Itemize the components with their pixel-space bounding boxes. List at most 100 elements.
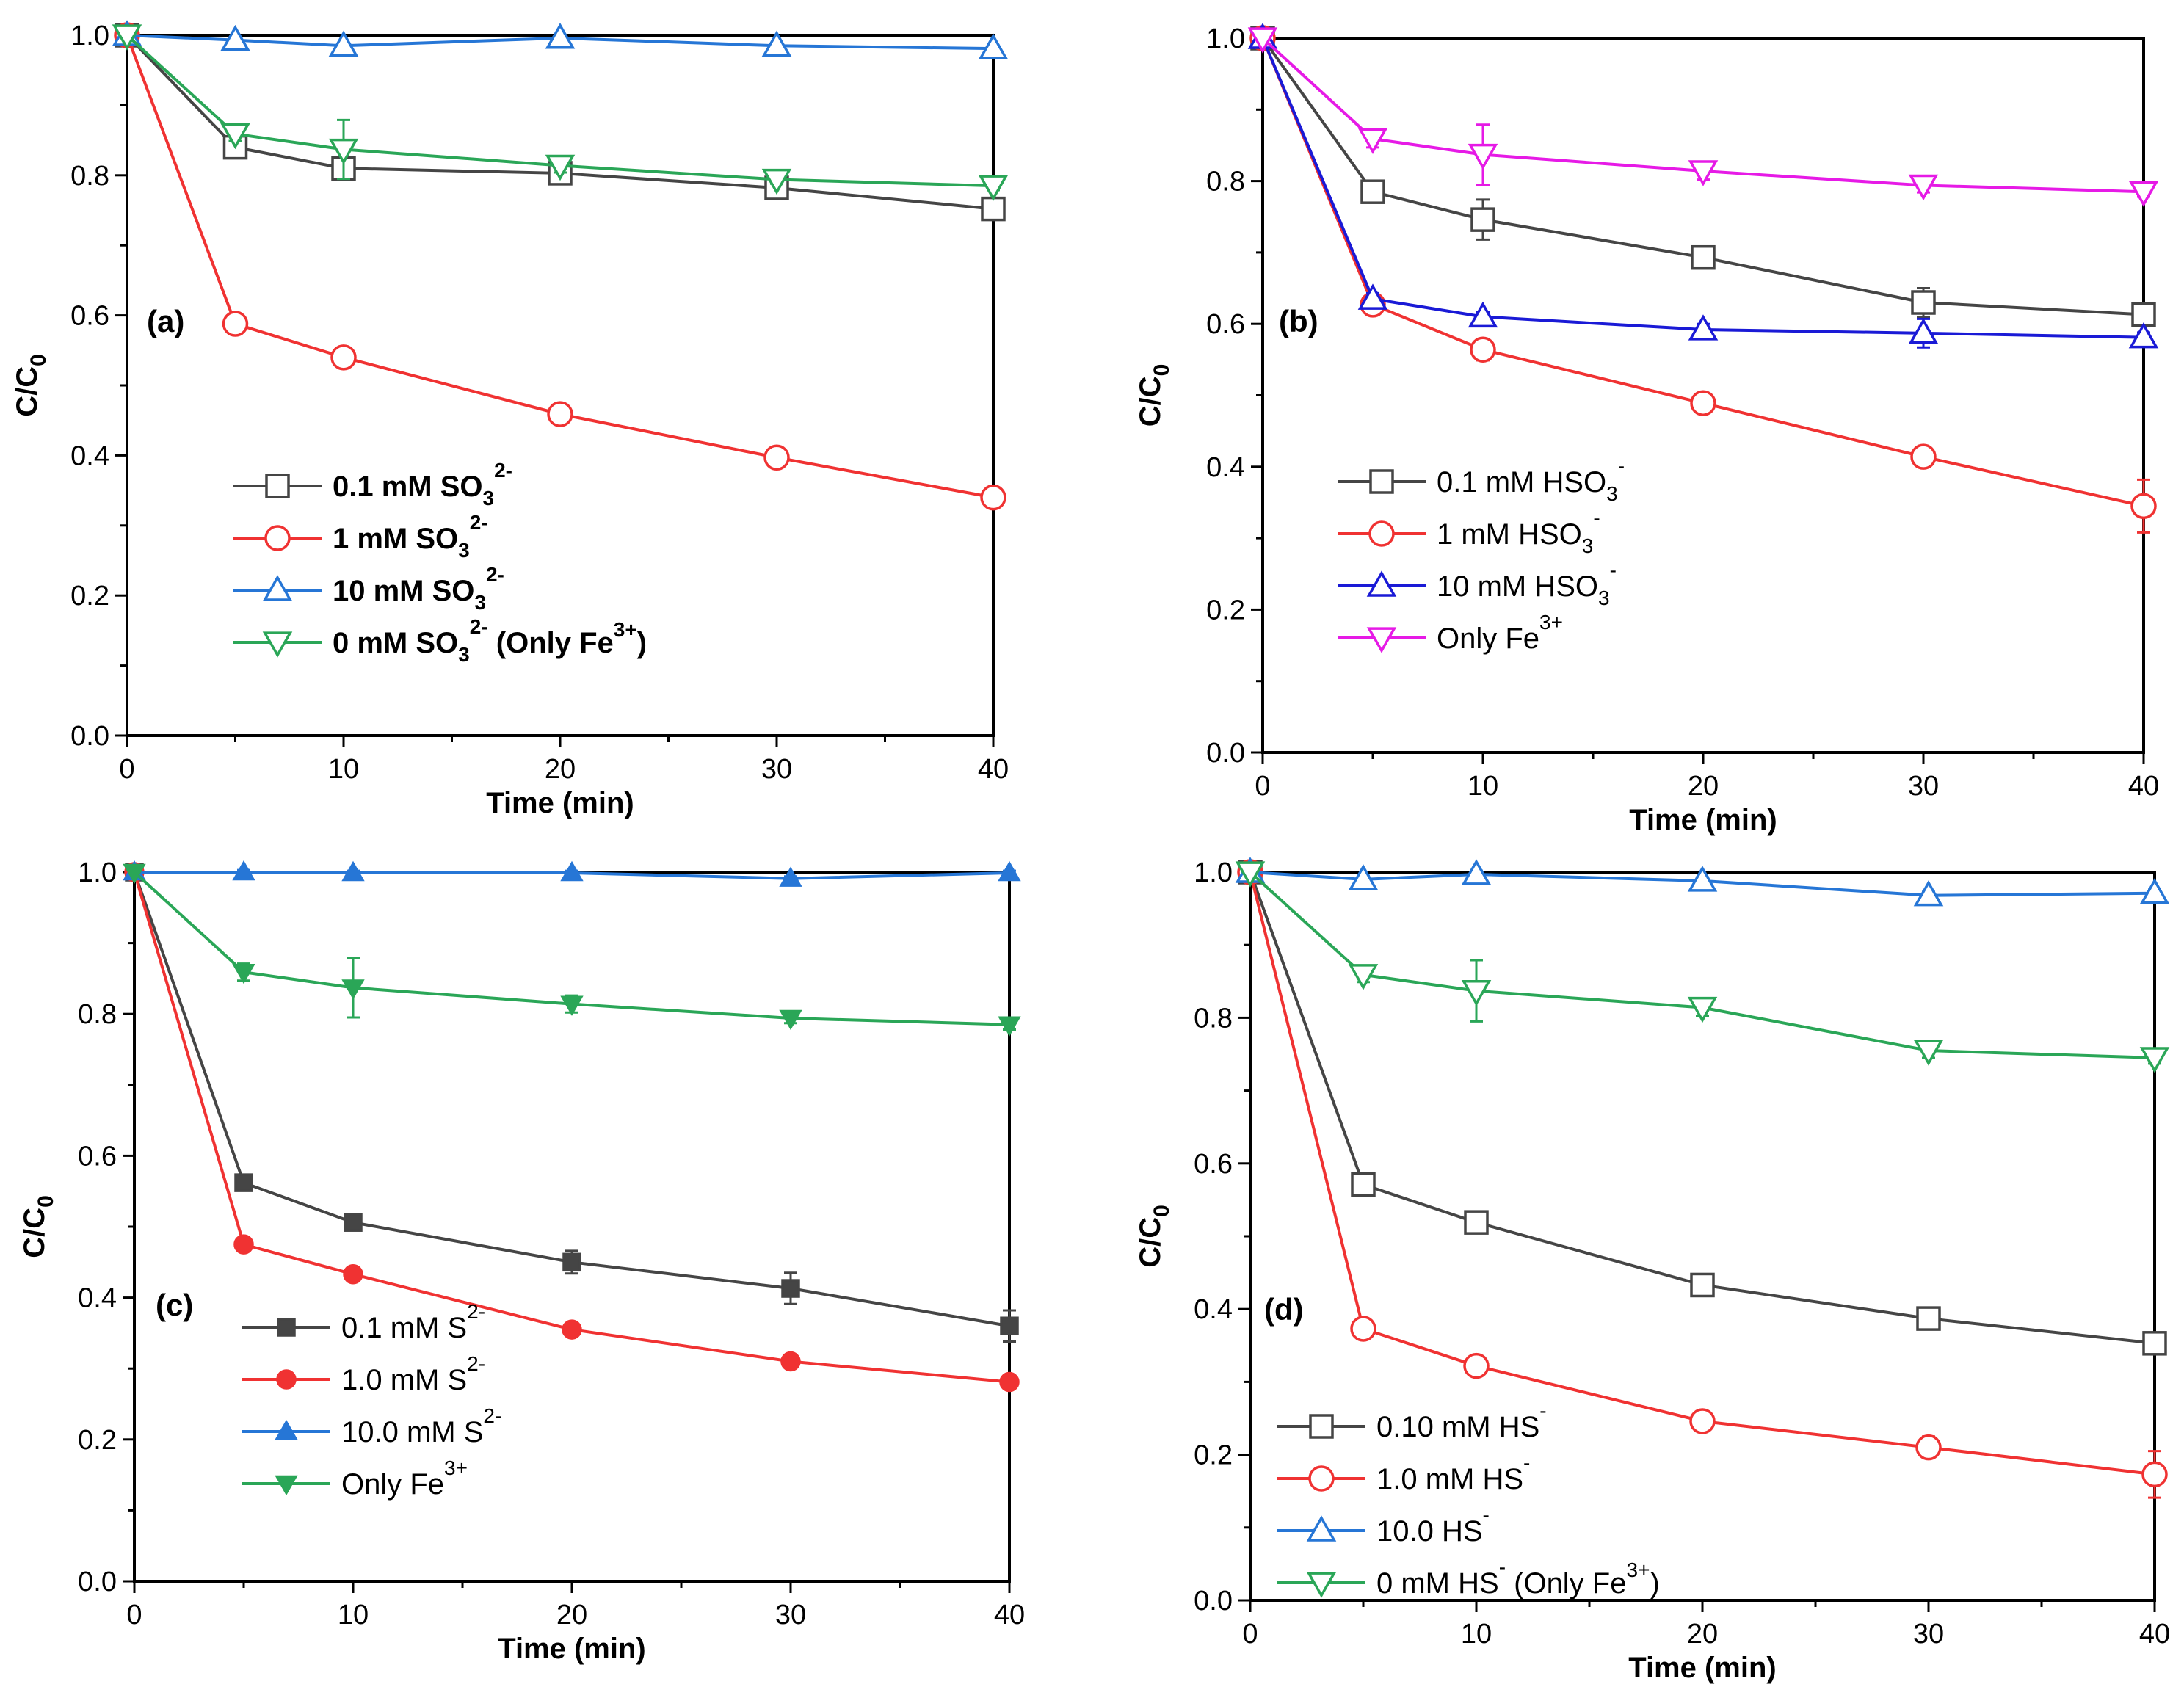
- data-point: [545, 23, 576, 49]
- legend-label: 0 mM SO32- (Only Fe3+): [333, 615, 647, 666]
- data-point: [233, 1234, 254, 1255]
- y-tick-label: 1.0: [1194, 857, 1233, 888]
- series-line: [1249, 871, 2155, 1476]
- x-tick-label: 0: [1242, 1619, 1258, 1650]
- legend: 0.1 mM HSO3-1 mM HSO3-10 mM HSO3-Only Fe…: [1338, 454, 1625, 655]
- data-series: [1250, 26, 2156, 327]
- data-point: [232, 860, 255, 881]
- legend-marker: [275, 1475, 298, 1496]
- data-point: [1360, 179, 1385, 204]
- data-point: [1461, 980, 1492, 1006]
- data-point: [562, 1319, 582, 1340]
- y-tick-label: 0.0: [1194, 1586, 1233, 1617]
- data-point: [1690, 1272, 1715, 1298]
- x-axis-label: Time (min): [1628, 1652, 1777, 1684]
- legend-label: Only Fe3+: [1437, 611, 1563, 655]
- data-point: [1913, 1040, 1944, 1066]
- data-series: [1237, 859, 2168, 1499]
- y-axis-label: C/C0: [1134, 1205, 1174, 1268]
- data-point: [1913, 879, 1944, 907]
- legend-marker: [262, 631, 293, 658]
- x-tick-label: 10: [338, 1600, 369, 1630]
- data-point: [545, 154, 576, 181]
- data-point: [1247, 27, 1278, 54]
- data-point: [1688, 314, 1719, 341]
- data-series: [115, 23, 1006, 222]
- y-tick-label: 0.0: [78, 1567, 117, 1597]
- y-tick-label: 0.4: [1206, 452, 1245, 483]
- data-point: [123, 863, 146, 885]
- x-tick-label: 40: [994, 1600, 1025, 1630]
- x-tick-label: 40: [978, 754, 1009, 785]
- data-point: [562, 1252, 581, 1272]
- series-line: [126, 34, 994, 211]
- data-point: [1691, 244, 1716, 270]
- chart-panel: 0 10 20 30 40 0.0 0.2 0.4 0.6 0.8 1.0 Time (min) C/C…: [11, 20, 1009, 819]
- data-series: [1249, 25, 2157, 534]
- y-tick-label: 0.0: [1206, 738, 1245, 769]
- data-point: [1468, 143, 1498, 170]
- x-tick-label: 30: [1913, 1619, 1944, 1650]
- y-tick-label: 0.2: [78, 1425, 117, 1456]
- data-point: [330, 344, 357, 371]
- data-series: [1235, 857, 2170, 907]
- data-point: [341, 860, 365, 882]
- data-point: [1689, 1408, 1716, 1434]
- x-axis-label: Time (min): [486, 787, 634, 819]
- data-point: [1464, 1210, 1489, 1235]
- chart-panel: 0 10 20 30 40 0.0 0.2 0.4 0.6 0.8 1.0 Time (min) C/C…: [1134, 23, 2159, 836]
- y-tick-label: 0.4: [70, 440, 109, 471]
- y-tick-label: 1.0: [70, 21, 109, 51]
- x-axis-label: Time (min): [498, 1633, 646, 1665]
- data-series: [1238, 860, 2167, 1356]
- y-tick-label: 1.0: [1206, 23, 1245, 54]
- legend: 0.1 mM S2- 1.0 mM S2- 10.0 mM S2- Only Fe3+: [242, 1300, 501, 1501]
- data-series: [1247, 27, 2159, 207]
- series-line: [126, 34, 994, 188]
- data-point: [978, 33, 1009, 59]
- data-series: [1235, 861, 2170, 1073]
- data-point: [1348, 964, 1379, 990]
- y-axis-label: C/C0: [1134, 364, 1174, 427]
- data-point: [344, 1213, 363, 1232]
- data-point: [232, 963, 255, 984]
- series-line: [1249, 871, 2155, 897]
- x-tick-label: 10: [1461, 1619, 1492, 1650]
- data-point: [112, 24, 142, 51]
- series-line: [133, 871, 1010, 1384]
- y-tick-label: 0.2: [1194, 1440, 1233, 1471]
- data-point: [1357, 283, 1388, 310]
- data-point: [1910, 443, 1937, 470]
- legend-marker: [275, 1419, 298, 1440]
- legend-marker: [1306, 1572, 1337, 1598]
- data-point: [560, 860, 584, 882]
- legend: 0.10 mM HS- 1.0 mM HS- 10.0 HS- 0 mM HS- (O…: [1277, 1399, 1660, 1600]
- data-point: [1351, 1172, 1376, 1197]
- series-line: [1261, 37, 2144, 194]
- data-point: [998, 1016, 1021, 1037]
- panel-label: (a): [147, 304, 184, 338]
- data-point: [343, 1263, 363, 1285]
- legend-marker: [264, 525, 291, 551]
- x-tick-label: 30: [761, 754, 792, 785]
- y-tick-label: 0.6: [70, 301, 109, 332]
- data-series: [1247, 23, 2159, 349]
- data-point: [341, 979, 365, 1000]
- data-point: [220, 24, 250, 51]
- y-tick-label: 0.6: [1194, 1149, 1233, 1180]
- legend-marker: [1308, 1465, 1335, 1492]
- legend-marker: [1366, 627, 1397, 653]
- y-tick-label: 0.8: [78, 999, 117, 1030]
- legend-label: 10.0 mM S2-: [341, 1404, 501, 1448]
- data-point: [999, 1371, 1020, 1393]
- x-tick-label: 30: [775, 1600, 806, 1630]
- series-line: [1261, 37, 2144, 508]
- data-series: [124, 862, 1020, 1393]
- y-tick-label: 0.8: [70, 161, 109, 192]
- data-point: [1687, 866, 1718, 892]
- legend-label: 1.0 mM HS-: [1376, 1451, 1530, 1495]
- legend-label: 0.1 mM S2-: [341, 1300, 485, 1344]
- data-point: [2128, 181, 2159, 207]
- legend-label: 1 mM HSO3-: [1437, 507, 1600, 557]
- legend-label: 0.10 mM HS-: [1376, 1399, 1547, 1443]
